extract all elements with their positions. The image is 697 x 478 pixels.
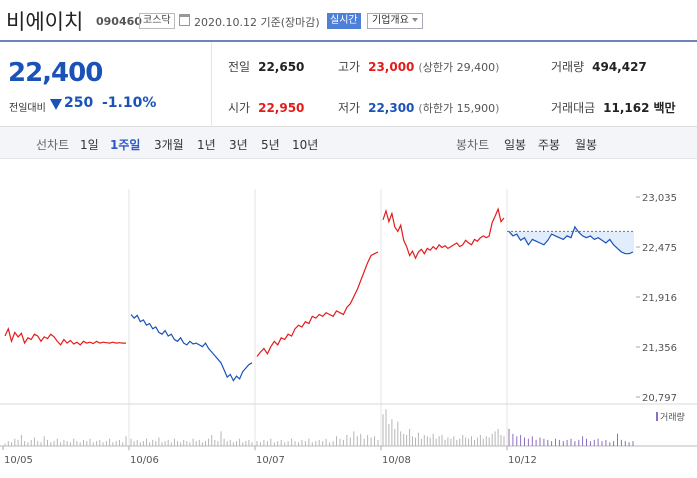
below-prev-close-area [507,226,634,254]
period-tab-3y[interactable]: 3년 [229,138,248,152]
current-price-panel: 22,400 전일대비 250 -1.10% [0,42,212,127]
price-line-10-12 [508,225,634,255]
lower-limit-value: 15,900 [456,102,496,115]
price-chart: 23,035 22,475 21,916 21,356 20,797 10/05 10/06… [0,189,697,466]
low-cell: 저가 22,300 (하한가 15,900) [338,101,500,115]
change-value: 250 [64,95,94,111]
amount-unit: 백만 [653,101,676,115]
volume-legend-icon [656,412,658,421]
stock-name: 비에이치 [6,10,84,34]
company-info-label: 기업개요 [372,15,409,26]
y-tick-label: 21,916 [642,293,677,304]
volume-value: 494,427 [592,60,647,74]
down-arrow-icon [50,99,62,110]
volume-label: 거래량 [551,60,585,74]
price-line-10-05 [4,327,126,346]
realtime-button[interactable]: 실시간 [327,13,361,29]
prev-close-label: 전일 [228,60,251,74]
period-tab-1d[interactable]: 1일 [80,138,99,152]
price-summary: 22,400 전일대비 250 -1.10% 전일 22,650 고가 23,000… [0,40,697,127]
candle-chart-label: 봉차트 [456,138,490,152]
open-value: 22,950 [258,101,305,115]
low-value: 22,300 [368,101,415,115]
y-tick-label: 23,035 [642,193,677,204]
base-date: 2020.10.12 기준(장마감) [194,16,320,29]
y-tick-label: 21,356 [642,343,677,354]
current-price: 22,400 [8,58,103,88]
lower-limit-label: 하한가 [422,102,454,115]
high-value: 23,000 [368,60,415,74]
x-tick-label: 10/07 [256,455,285,466]
volume-bars [4,409,634,446]
candle-tab-daily[interactable]: 일봉 [504,138,527,152]
x-tick-label: 10/06 [130,455,159,466]
stock-header: 비에이치 090460 코스닥 2020.10.12 기준(장마감) 실시간 기… [0,0,697,40]
change-label: 전일대비 [9,103,46,114]
chevron-down-icon [411,18,418,22]
x-tick-label: 10/05 [4,455,33,466]
price-line-10-08 [382,207,505,260]
period-selector: 선차트 1일 1주일 3개월 1년 3년 5년 10년 봉차트 일봉 주봉 월봉 [0,127,697,159]
high-cell: 고가 23,000 (상한가 29,400) [338,60,500,74]
open-cell: 시가 22,950 [228,99,304,116]
period-tab-1y[interactable]: 1년 [197,138,216,152]
y-tick-label: 20,797 [642,393,677,404]
prev-close-cell: 전일 22,650 [228,58,304,75]
amount-label: 거래대금 [551,101,596,115]
candle-tab-weekly[interactable]: 주봉 [538,138,561,152]
period-tab-5y[interactable]: 5년 [261,138,280,152]
line-chart-label: 선차트 [36,138,70,152]
x-tick-label: 10/12 [508,455,537,466]
chart-grid [0,189,697,451]
x-tick-label: 10/08 [382,455,411,466]
stock-code: 090460 [96,15,142,28]
candle-tab-monthly[interactable]: 월봉 [575,138,598,152]
period-tab-10y[interactable]: 10년 [292,138,319,152]
high-label: 고가 [338,60,361,74]
amount-value: 11,162 [603,101,650,115]
amount-cell: 거래대금 11,162 백만 [551,99,676,116]
y-tick-label: 22,475 [642,243,677,254]
open-label: 시가 [228,101,251,115]
market-badge: 코스닥 [139,13,175,29]
low-label: 저가 [338,101,361,115]
volume-legend-label: 거래량 [660,411,685,423]
calendar-icon [179,14,190,26]
change-percent: -1.10% [102,95,157,111]
upper-limit-value: 29,400 [456,61,496,74]
period-tab-3m[interactable]: 3개월 [154,138,184,152]
price-line-10-06 [130,314,253,382]
company-info-dropdown[interactable]: 기업개요 [367,13,423,29]
price-line-10-07 [256,251,379,357]
upper-limit-label: 상한가 [422,61,454,74]
volume-cell: 거래량 494,427 [551,58,647,75]
period-tab-1w[interactable]: 1주일 [110,138,141,152]
prev-close-value: 22,650 [258,60,305,74]
